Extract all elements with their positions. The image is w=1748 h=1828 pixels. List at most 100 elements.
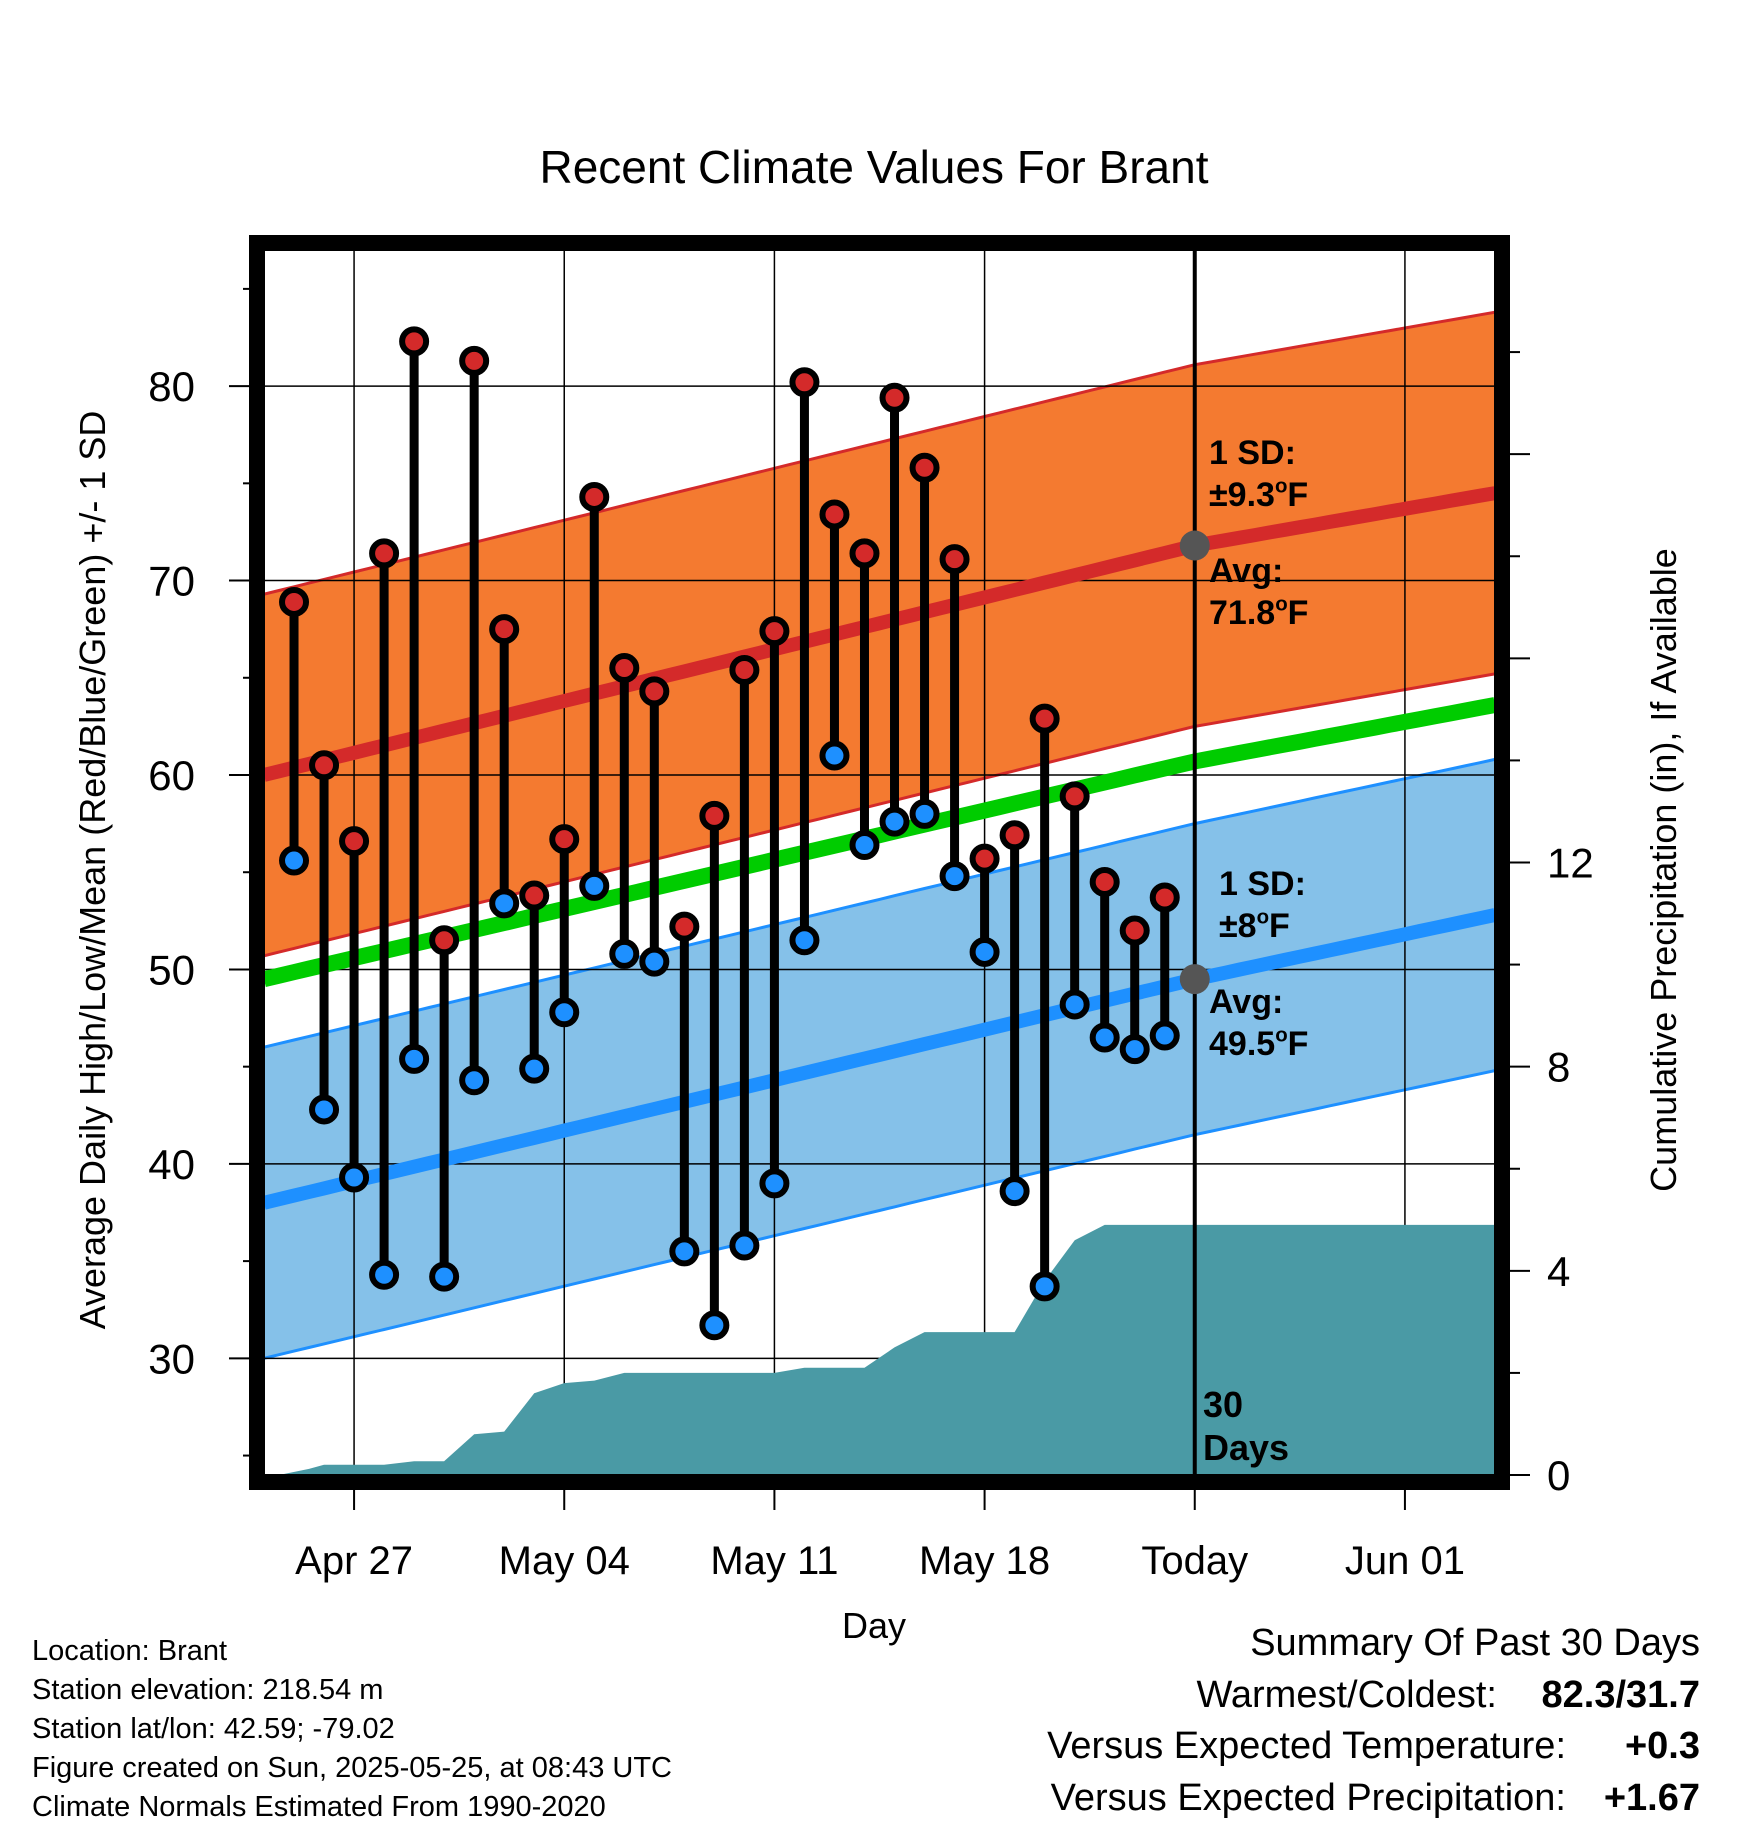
daily-high-marker [759, 616, 790, 647]
daily-high-marker [459, 345, 490, 376]
daily-low-marker [939, 861, 970, 892]
daily-low-marker [1059, 989, 1090, 1020]
daily-low-marker [1149, 1020, 1180, 1051]
daily-low-marker [429, 1261, 460, 1292]
window-unit: Days [1203, 1427, 1289, 1468]
high-avg-label: Avg: [1209, 552, 1283, 590]
daily-high-marker [1059, 781, 1090, 812]
high-sd-label-part: 1 SD: [1209, 434, 1296, 472]
daily-low-marker [279, 845, 310, 876]
daily-low-marker [849, 830, 880, 860]
x-tick-label: Today [1141, 1539, 1248, 1583]
low-avg-value-part: 49.5 [1209, 1025, 1275, 1063]
daily-low-marker [969, 936, 1000, 967]
low-sd-value-part: o [1257, 906, 1269, 928]
high-sd-value-part: o [1275, 475, 1287, 497]
daily-high-marker [819, 499, 850, 530]
daily-high-marker [579, 481, 610, 512]
daily-high-marker [909, 452, 940, 483]
high-avg-today-marker [1179, 530, 1210, 561]
plot-area [264, 250, 1495, 1475]
y-tick-label: 30 [148, 1335, 195, 1382]
y2-tick-label: 4 [1547, 1248, 1570, 1295]
footer-location: Location: Brant [32, 1635, 227, 1667]
footer-created: Figure created on Sun, 2025-05-25, at 08… [32, 1752, 672, 1784]
daily-high-marker [339, 826, 370, 857]
high-avg-label-part: Avg: [1209, 552, 1283, 590]
high-sd-value-part: ±9.3 [1209, 476, 1275, 514]
daily-high-marker [939, 544, 970, 575]
daily-low-marker [309, 1094, 340, 1125]
summary-precip-value: +1.67 [1604, 1777, 1700, 1819]
daily-low-marker [399, 1043, 430, 1074]
daily-low-marker [819, 740, 850, 771]
summary-title: Summary Of Past 30 Days [1250, 1622, 1700, 1664]
daily-low-marker [789, 925, 820, 956]
y2-tick-label: 0 [1547, 1452, 1570, 1499]
daily-high-marker [789, 367, 820, 398]
daily-low-marker [579, 870, 610, 901]
summary-warmest-label: Warmest/Coldest: [1196, 1674, 1497, 1716]
daily-low-marker [699, 1310, 730, 1341]
daily-low-marker [879, 806, 910, 837]
low-band-upper-edge [264, 757, 1495, 1049]
daily-high-marker [429, 925, 460, 956]
plot-frame [249, 235, 1510, 1490]
daily-high-marker [609, 653, 640, 684]
low-avg-value: 49.5oF [1209, 1024, 1308, 1063]
daily-low-marker [459, 1065, 490, 1096]
daily-low-marker [369, 1259, 400, 1290]
y-tick-label: 50 [148, 946, 195, 993]
x-tick-label: May 11 [710, 1539, 838, 1583]
low-sd-label: 1 SD: [1219, 865, 1306, 903]
daily-low-marker [639, 946, 670, 977]
low-avg-value-part: o [1275, 1024, 1287, 1046]
daily-low-marker [1089, 1022, 1120, 1053]
low-sd-value-part: F [1269, 907, 1290, 945]
y-tick-label: 70 [148, 558, 195, 605]
mean-normal-line [264, 697, 1495, 987]
axes: 30 40 50 60 70 80 0 4 8 12 Apr 27 May 04 May 11 May 1… [148, 287, 1594, 1583]
footer-info: Location: Brant Station elevation: 218.5… [32, 1635, 672, 1823]
daily-low-marker [669, 1236, 700, 1267]
daily-high-marker [369, 538, 400, 569]
daily-low-marker [609, 938, 640, 969]
low-normal-line [264, 908, 1495, 1210]
daily-high-marker [639, 676, 670, 707]
x-tick-label: Apr 27 [295, 1539, 413, 1583]
daily-low-marker [909, 798, 940, 829]
high-sd-band [264, 312, 1495, 956]
daily-low-marker [729, 1230, 760, 1261]
x-axis-label: Day [842, 1605, 906, 1646]
y-tick-label: 80 [148, 363, 195, 410]
y2-tick-label: 8 [1547, 1044, 1570, 1091]
high-avg-value: 71.8oF [1209, 593, 1308, 632]
daily-high-marker [489, 614, 520, 645]
summary-panel: Summary Of Past 30 Days Warmest/Coldest:… [1047, 1622, 1700, 1819]
summary-warmest-value: 82.3/31.7 [1542, 1674, 1700, 1716]
low-avg-label: Avg: [1209, 983, 1283, 1021]
daily-low-marker [1119, 1034, 1150, 1065]
daily-high-marker [969, 843, 1000, 874]
y2-tick-label: 12 [1547, 840, 1594, 887]
y-tick-label: 60 [148, 752, 195, 799]
chart-title: Recent Climate Values For Brant [540, 141, 1209, 193]
low-avg-today-marker [1179, 964, 1210, 995]
x-tick-label: May 18 [919, 1539, 1050, 1583]
daily-high-marker [519, 880, 550, 911]
daily-high-marker [1149, 882, 1180, 913]
high-sd-value-part: F [1287, 476, 1308, 514]
daily-low-marker [999, 1176, 1030, 1207]
high-band-lower-edge [264, 672, 1495, 958]
y-axis-left-label: Average Daily High/Low/Mean (Red/Blue/Gr… [72, 411, 113, 1330]
high-band-upper-edge [264, 310, 1495, 596]
daily-high-marker [699, 800, 730, 831]
low-avg-label-part: Avg: [1209, 983, 1283, 1021]
daily-high-marker [669, 911, 700, 942]
summary-temp-value: +0.3 [1625, 1725, 1700, 1767]
high-avg-value-part: F [1288, 594, 1309, 632]
daily-high-marker [1089, 866, 1120, 897]
daily-low-marker [1029, 1271, 1060, 1302]
